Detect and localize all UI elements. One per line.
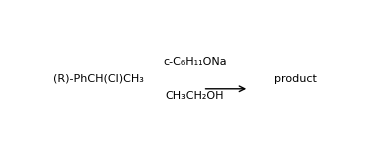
Text: CH₃CH₂OH: CH₃CH₂OH (166, 91, 224, 102)
Text: c-C₆H₁₁ONa: c-C₆H₁₁ONa (163, 57, 227, 67)
Text: product: product (274, 74, 317, 84)
Text: (R)-PhCH(Cl)CH₃: (R)-PhCH(Cl)CH₃ (53, 74, 143, 84)
